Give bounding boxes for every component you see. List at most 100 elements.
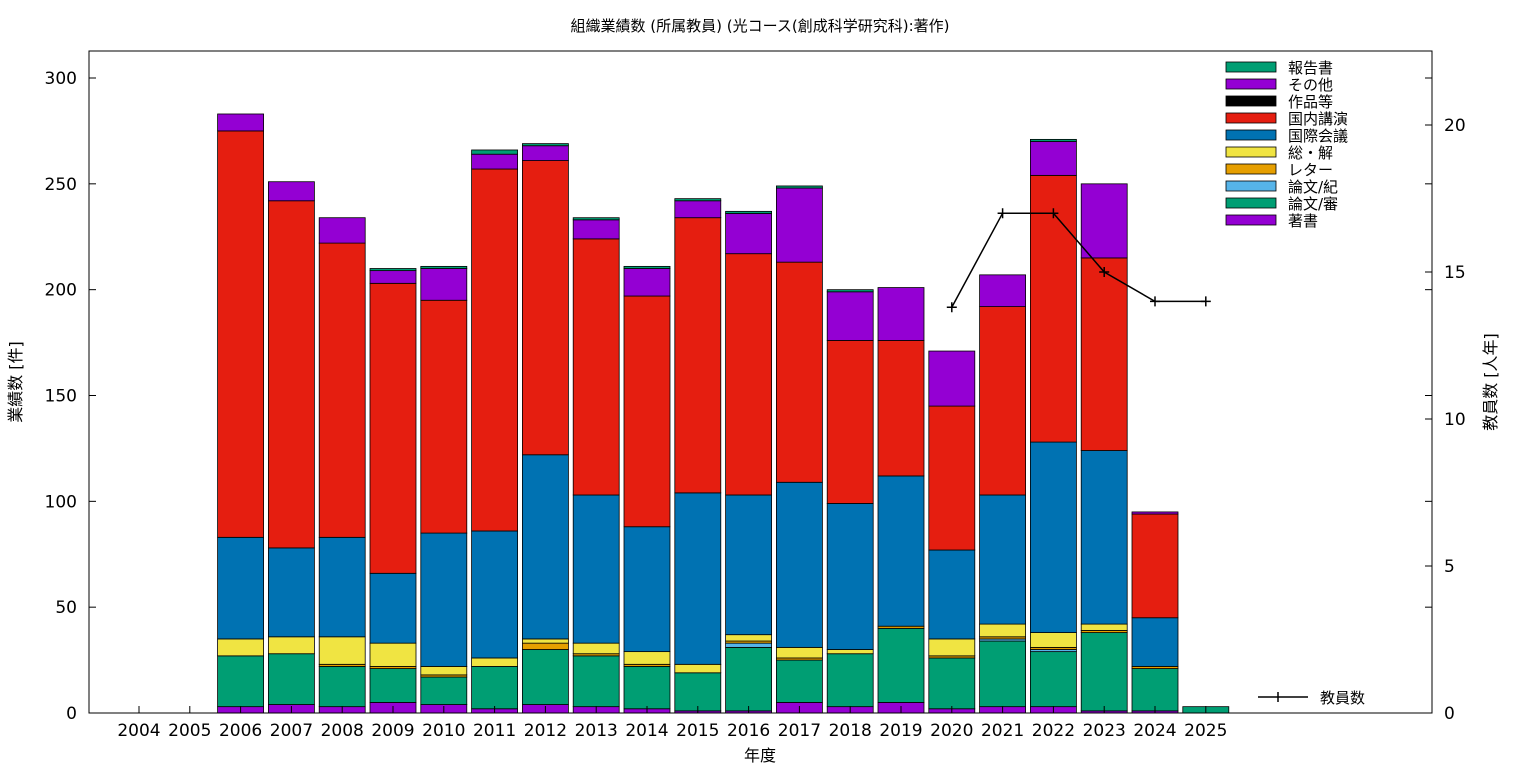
bar-segment-2022-9 <box>1030 138 1077 142</box>
bar-segment-2011-1 <box>471 666 519 710</box>
legend-swatch-4 <box>1225 146 1277 158</box>
bar-segment-2009-8 <box>369 270 417 284</box>
bar-segment-2010-1 <box>420 676 468 705</box>
bar-segment-2012-4 <box>522 638 569 644</box>
bar-segment-2012-5 <box>522 454 569 640</box>
x-tick-label: 2008 <box>321 721 364 741</box>
bar-segment-2021-1 <box>979 640 1026 708</box>
bar-segment-2023-5 <box>1080 450 1128 625</box>
legend-label-2: 論文/紀 <box>1288 178 1338 196</box>
legend-label-0: 著書 <box>1288 212 1318 230</box>
bar-segment-2009-1 <box>369 668 417 703</box>
bar-segment-2015-8 <box>674 200 722 219</box>
bar-segment-2024-8 <box>1131 511 1179 515</box>
bar-segment-2011-6 <box>471 168 519 532</box>
y-tick-label: 300 <box>45 69 77 89</box>
bar-segment-2018-1 <box>826 653 874 708</box>
bar-segment-2010-6 <box>420 299 468 534</box>
bar-segment-2013-5 <box>572 494 620 644</box>
bar-segment-2017-9 <box>776 185 823 189</box>
x-tick-label: 2019 <box>879 721 922 741</box>
x-tick-label: 2011 <box>473 721 516 741</box>
bar-segment-2018-8 <box>826 291 874 341</box>
bar-segment-2020-8 <box>928 350 976 407</box>
bar-segment-2015-5 <box>674 492 722 665</box>
legend-label-4: 総・解 <box>1288 144 1333 162</box>
bar-segment-2013-4 <box>572 642 620 655</box>
bar-segment-2011-9 <box>471 149 519 155</box>
bar-segment-2011-5 <box>471 530 519 659</box>
y2-tick-label: 5 <box>1444 557 1455 577</box>
legend-swatch-9 <box>1225 61 1277 73</box>
legend-swatch-3 <box>1225 163 1277 175</box>
line-point-2023 <box>1099 267 1110 277</box>
bar-segment-2017-4 <box>776 646 823 659</box>
bar-segment-2016-2 <box>725 642 772 648</box>
bar-segment-2006-8 <box>217 113 265 132</box>
legend-swatch-1 <box>1225 197 1277 209</box>
x-tick-label: 2012 <box>524 721 567 741</box>
legend-swatch-7 <box>1225 95 1277 107</box>
y-tick-label: 250 <box>45 175 77 195</box>
bar-segment-2023-4 <box>1080 623 1128 631</box>
bar-segment-2014-5 <box>623 526 671 653</box>
bar-segment-2006-6 <box>217 130 265 538</box>
bar-segment-2006-4 <box>217 638 265 657</box>
bar-segment-2016-9 <box>725 210 772 214</box>
y-tick-label: 100 <box>45 492 77 512</box>
line-point-2024 <box>1150 296 1160 307</box>
bar-segment-2013-6 <box>572 238 620 496</box>
bar-segment-2020-6 <box>928 405 976 551</box>
bar-segment-2021-5 <box>979 494 1026 625</box>
legend-swatch-5 <box>1225 129 1277 141</box>
axes: 0 50 100 150 200 250 300 0 5 10 15 20 2004 2005 2006 20… <box>45 69 1466 741</box>
bar-segment-2012-1 <box>522 649 569 705</box>
bar-segment-2015-1 <box>674 672 722 712</box>
bar-segment-2015-9 <box>674 198 722 202</box>
bar-segment-2021-6 <box>979 306 1026 496</box>
x-tick-label: 2022 <box>1032 721 1075 741</box>
chart-title: 組織業績数 (所属教員) (光コース(創成科学研究科):著作) <box>571 17 950 35</box>
bar-segment-2013-9 <box>572 217 620 221</box>
bar-segment-2016-5 <box>725 494 772 636</box>
bar-segment-2022-1 <box>1030 651 1077 708</box>
x-tick-label: 2025 <box>1184 721 1227 741</box>
bar-segment-2023-6 <box>1080 257 1128 451</box>
legend-line-label: 教員数 <box>1320 689 1365 707</box>
x-tick-label: 2015 <box>676 721 719 741</box>
bar-segment-2006-5 <box>217 536 265 640</box>
bar-segment-2009-5 <box>369 572 417 644</box>
bar-segment-2018-4 <box>826 649 874 655</box>
x-tick-label: 2006 <box>219 721 262 741</box>
y-tick-label: 200 <box>45 281 77 301</box>
x-tick-label: 2010 <box>422 721 465 741</box>
bar-segment-2022-4 <box>1030 632 1077 648</box>
bar-segment-2024-6 <box>1131 513 1179 619</box>
x-tick-label: 2021 <box>981 721 1024 741</box>
y-tick-label: 0 <box>66 704 77 724</box>
bar-segment-2018-5 <box>826 503 874 650</box>
legend-label-8: その他 <box>1288 76 1333 94</box>
bar-segment-2014-4 <box>623 651 671 665</box>
bar-segment-2018-6 <box>826 340 874 504</box>
plot-area <box>217 113 1230 714</box>
bar-segment-2008-6 <box>318 242 366 538</box>
bar-segment-2019-6 <box>877 340 925 477</box>
bar-segment-2008-4 <box>318 636 366 665</box>
x-tick-label: 2014 <box>625 721 668 741</box>
line-point-2025 <box>1200 296 1211 307</box>
bar-segment-2006-1 <box>217 655 265 708</box>
bar-segment-2010-8 <box>420 268 468 301</box>
bar-segment-2012-3 <box>522 642 569 650</box>
legend-label-7: 作品等 <box>1288 93 1333 111</box>
bar-segment-2012-6 <box>522 160 569 456</box>
bar-segment-2009-4 <box>369 642 417 667</box>
bar-segment-2016-8 <box>725 213 772 255</box>
legend-label-3: レター <box>1288 161 1333 179</box>
bar-segment-2014-9 <box>623 265 671 269</box>
bar-segment-2021-8 <box>979 274 1026 308</box>
bar-segment-2010-5 <box>420 532 468 667</box>
bar-segment-2022-8 <box>1030 141 1077 176</box>
